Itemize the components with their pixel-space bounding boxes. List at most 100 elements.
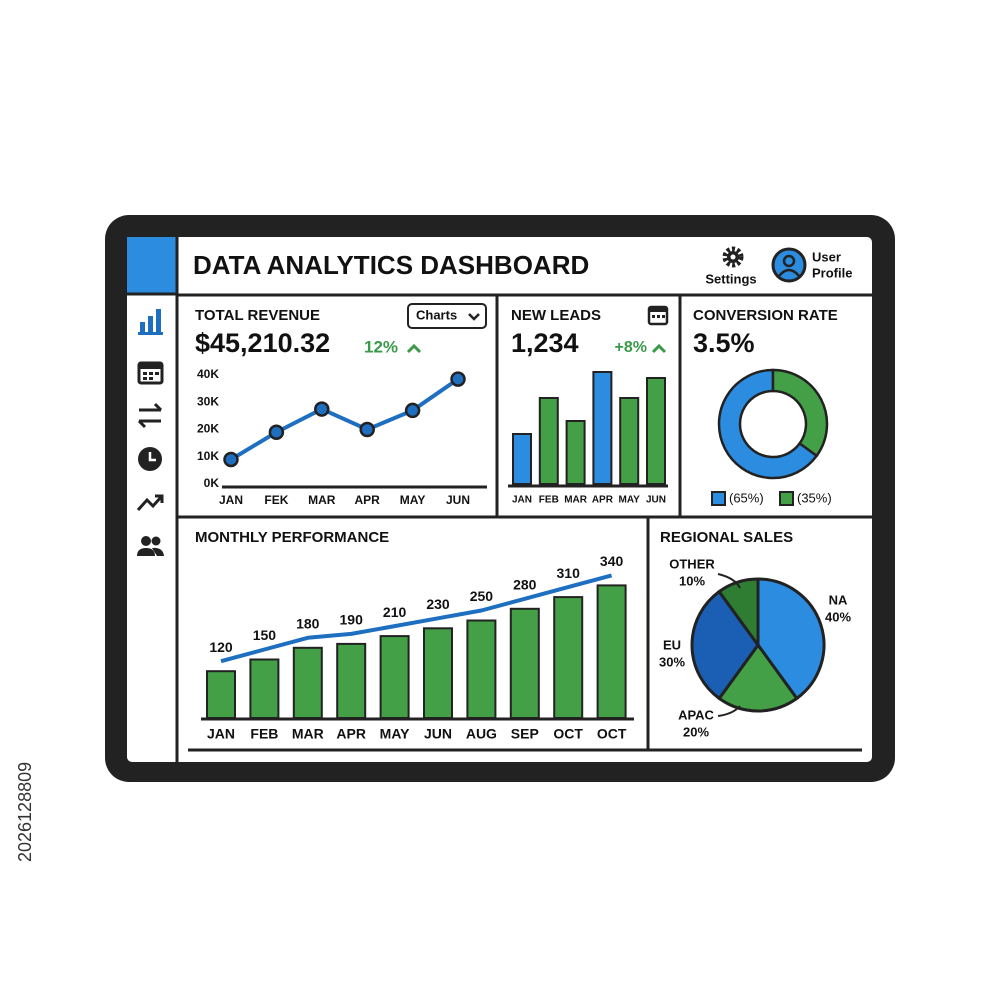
x-tick-label: OCT [597, 726, 627, 742]
bar [466, 619, 497, 719]
y-tick-label: 20K [197, 422, 219, 436]
nav-history[interactable] [138, 447, 162, 471]
revenue-line [229, 377, 460, 462]
kpi-value: 3.5% [693, 328, 755, 358]
value-label: 280 [513, 577, 537, 593]
donut-segment [717, 368, 819, 480]
x-tick-label: MAR [308, 493, 336, 507]
x-tick-label: APR [355, 493, 381, 507]
data-point [359, 421, 375, 438]
profile-label[interactable]: User [812, 249, 841, 264]
x-tick-label: MAY [380, 726, 410, 742]
stock-id: 2026128809 [15, 762, 35, 862]
pie-slice [717, 642, 799, 713]
bar [379, 635, 410, 719]
value-label: 210 [383, 604, 407, 620]
dashboard-title: DATA ANALYTICS DASHBOARD [193, 250, 589, 280]
x-tick-label: JAN [207, 726, 235, 742]
value-label: 340 [600, 553, 624, 569]
sidebar-top [127, 237, 177, 293]
up-arrow [406, 343, 422, 354]
bar [292, 646, 323, 719]
x-tick-label: JAN [512, 495, 532, 506]
x-tick-label: MAR [292, 726, 324, 742]
x-tick-label: MAY [400, 493, 426, 507]
x-tick-label: OCT [553, 726, 583, 742]
slice-label: 20% [683, 724, 709, 739]
nav-calendar[interactable] [137, 361, 164, 385]
y-tick-label: 40K [197, 367, 219, 381]
bar [619, 397, 640, 485]
bar [592, 371, 613, 485]
bar [538, 397, 559, 485]
x-tick-label: FEK [264, 493, 288, 507]
legend-swatch [711, 491, 726, 506]
x-tick-label: JUN [446, 493, 470, 507]
kpi-change: +8% [615, 339, 647, 356]
settings-label[interactable]: Settings [705, 271, 756, 286]
trend-line [220, 573, 613, 664]
panel-title: REGIONAL SALES [660, 529, 793, 546]
kpi-change: 12% [364, 337, 398, 356]
bar [509, 607, 540, 719]
dropdown-label[interactable]: Charts [416, 307, 457, 322]
y-tick-label: 30K [197, 394, 219, 408]
bar [249, 658, 280, 719]
up-arrow [651, 343, 667, 354]
x-tick-label: JAN [219, 493, 243, 507]
data-point [314, 401, 330, 417]
bar [596, 584, 627, 720]
pie-slice [690, 589, 760, 701]
data-point [404, 402, 421, 419]
bar [206, 670, 236, 720]
nav-transfer[interactable] [137, 402, 163, 429]
legend-label: (35%) [797, 490, 832, 505]
panel-title: MONTHLY PERFORMANCE [195, 529, 389, 546]
value-label: 230 [426, 596, 450, 612]
slice-name: EU [663, 637, 681, 652]
legend-label: (65%) [729, 490, 764, 505]
bar [512, 433, 532, 485]
y-tick-label: 0K [204, 476, 220, 490]
data-point [450, 371, 466, 387]
profile-label[interactable]: Profile [812, 265, 852, 280]
data-point [223, 451, 239, 468]
slice-name: OTHER [669, 556, 715, 571]
value-label: 120 [209, 639, 233, 655]
legend-swatch [779, 491, 794, 506]
profile-button[interactable]: User Profile [771, 247, 852, 283]
slice-label: 40% [825, 609, 851, 624]
slice-name: APAC [678, 707, 714, 722]
bar [553, 596, 584, 719]
leader-line [717, 573, 741, 589]
y-tick-label: 10K [197, 449, 219, 463]
bar [423, 627, 453, 719]
kpi-value: $45,210.32 [195, 328, 330, 358]
leader-line [717, 705, 741, 717]
value-label: 190 [340, 612, 364, 628]
x-tick-label: MAY [619, 495, 641, 506]
bar [336, 642, 367, 720]
x-tick-label: AUG [466, 726, 497, 742]
x-tick-label: JUN [424, 726, 452, 742]
x-tick-label: JUN [646, 495, 666, 506]
value-label: 310 [557, 565, 581, 581]
kpi-value: 1,234 [511, 328, 579, 358]
charts-dropdown[interactable]: Charts [407, 303, 487, 329]
panel-title: NEW LEADS [511, 307, 601, 324]
value-label: 180 [296, 616, 320, 632]
nav-trends[interactable] [136, 494, 164, 512]
data-point [268, 424, 285, 440]
screen [127, 237, 872, 762]
panel-title: CONVERSION RATE [693, 307, 838, 324]
nav-users[interactable] [137, 536, 164, 556]
x-tick-label: SEP [511, 726, 539, 742]
slice-label: 10% [679, 573, 705, 588]
donut-segment [771, 368, 829, 458]
nav-dashboard[interactable] [138, 309, 163, 335]
settings-button[interactable]: Settings [705, 246, 757, 286]
value-label: 150 [253, 627, 277, 643]
calendar-button[interactable] [647, 305, 669, 326]
slice-label: 30% [659, 654, 685, 669]
bar [565, 420, 586, 485]
